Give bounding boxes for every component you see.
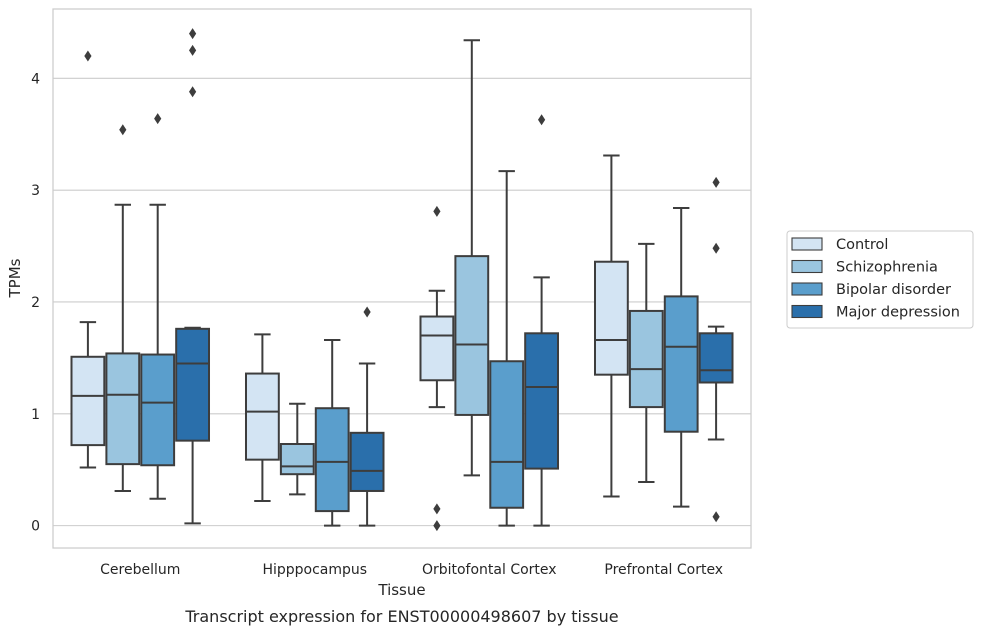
outlier-point <box>189 44 197 56</box>
legend-label: Major depression <box>836 305 960 321</box>
y-tick-label: 2 <box>31 295 40 311</box>
outlier-point <box>189 86 197 98</box>
y-tick-label: 3 <box>31 183 40 199</box>
legend-label: Schizophrenia <box>836 260 938 276</box>
box-iqr <box>314 407 350 513</box>
box-iqr <box>698 332 734 384</box>
legend-swatch <box>791 282 823 296</box>
x-tick-label: Orbitofontal Cortex <box>422 562 557 578</box>
y-tick-label: 4 <box>31 71 40 87</box>
box-iqr <box>349 431 385 492</box>
outlier-point <box>433 520 441 532</box>
boxes <box>70 28 734 532</box>
outlier-point <box>84 50 92 62</box>
outlier-point <box>154 113 162 125</box>
legend-label: Control <box>836 237 888 253</box>
legend: Control Schizophrenia Bipolar disorder Majo… <box>786 230 974 329</box>
box-iqr <box>524 332 560 470</box>
box-iqr <box>70 355 106 447</box>
box-iqr <box>663 295 699 433</box>
legend-label: Bipolar disorder <box>836 282 951 298</box>
box-iqr <box>244 372 280 461</box>
outlier-point <box>712 176 720 188</box>
box-iqr <box>628 309 664 409</box>
outlier-point <box>712 242 720 254</box>
box-iqr <box>489 360 525 509</box>
box-iqr <box>419 315 455 382</box>
legend-swatch <box>791 304 823 319</box>
legend-swatch <box>791 259 823 274</box>
outlier-point <box>433 503 441 515</box>
x-tick-label: Hipppocampus <box>262 562 367 578</box>
y-tick-label: 1 <box>31 407 40 423</box>
outlier-point <box>433 205 441 217</box>
outlier-point <box>119 124 127 136</box>
legend-swatch <box>791 237 823 251</box>
box-iqr <box>593 260 629 376</box>
x-tick-label: Prefrontal Cortex <box>604 562 723 578</box>
axes: 0 1 2 3 4 Cerebellum Hipppocampus Orbitofontal … <box>31 71 723 578</box>
outlier-point <box>189 28 197 40</box>
outlier-point <box>363 306 371 318</box>
box-iqr <box>454 255 490 416</box>
y-tick-label: 0 <box>31 519 40 535</box>
box-iqr <box>105 352 141 466</box>
box-iqr <box>140 353 176 467</box>
x-tick-label: Cerebellum <box>100 562 180 578</box>
box-iqr <box>175 327 211 442</box>
outlier-point <box>538 114 546 126</box>
x-axis-title: Tissue <box>377 581 425 599</box>
chart-caption: Transcript expression for ENST0000049860… <box>184 607 618 626</box>
box-iqr <box>279 443 315 476</box>
legend-frame <box>786 230 974 329</box>
outlier-point <box>712 511 720 523</box>
y-axis-title: TPMs <box>6 258 24 298</box>
